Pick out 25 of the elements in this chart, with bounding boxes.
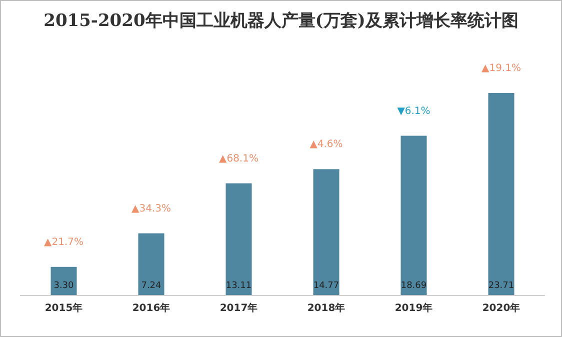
data-label: 23.71 <box>488 281 514 291</box>
bar <box>138 233 164 295</box>
data-label: 3.30 <box>54 281 74 291</box>
data-label: 18.69 <box>400 281 427 291</box>
chart-title: 2015-2020年中国工业机器人产量(万套)及累计增长率统计图 <box>44 11 518 31</box>
data-label: 14.77 <box>313 281 340 291</box>
data-label: 7.24 <box>141 281 162 291</box>
annotation: ▲68.1% <box>219 153 258 164</box>
annotation: ▲4.6% <box>310 139 343 150</box>
annotation: ▲21.7% <box>44 236 84 248</box>
bar <box>313 169 340 295</box>
x-tick-label: 2018年 <box>307 302 346 314</box>
x-tick-label: 2015年 <box>44 302 83 314</box>
bar <box>488 93 514 295</box>
annotation: ▲34.3% <box>132 203 171 214</box>
x-tick-label: 2019年 <box>394 302 433 314</box>
data-label: 13.11 <box>226 281 252 291</box>
x-tick-label: 2017年 <box>220 302 258 314</box>
x-tick-label: 2020年 <box>482 302 520 314</box>
x-tick-label: 2016年 <box>132 302 170 314</box>
text: ▲19.1% <box>482 63 521 74</box>
annotation: ▼6.1% <box>397 106 430 117</box>
bar <box>226 183 252 295</box>
bar <box>400 136 427 295</box>
bar <box>50 266 77 295</box>
